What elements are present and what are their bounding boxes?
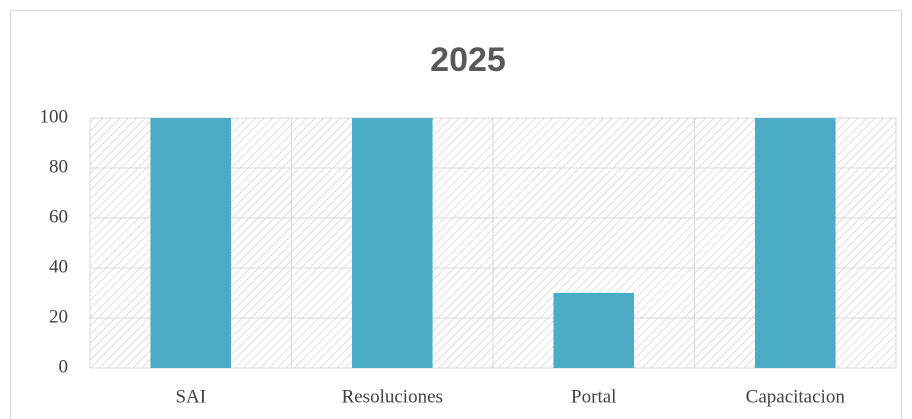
y-tick-label: 80 — [49, 156, 68, 177]
bar — [553, 293, 635, 368]
bar — [351, 118, 433, 368]
chart-title: 2025 — [430, 41, 506, 79]
x-tick-label: Portal — [571, 386, 616, 407]
y-tick-label: 20 — [49, 306, 68, 327]
y-tick-label: 100 — [40, 106, 69, 127]
x-tick-label: Capacitacion — [746, 386, 846, 407]
bar — [150, 118, 232, 368]
y-tick-label: 40 — [49, 256, 68, 277]
x-tick-label: Resoluciones — [342, 386, 443, 407]
y-tick-label: 60 — [49, 206, 68, 227]
x-tick-label: SAI — [175, 386, 206, 407]
bar — [754, 118, 836, 368]
y-tick-label: 0 — [59, 356, 69, 377]
